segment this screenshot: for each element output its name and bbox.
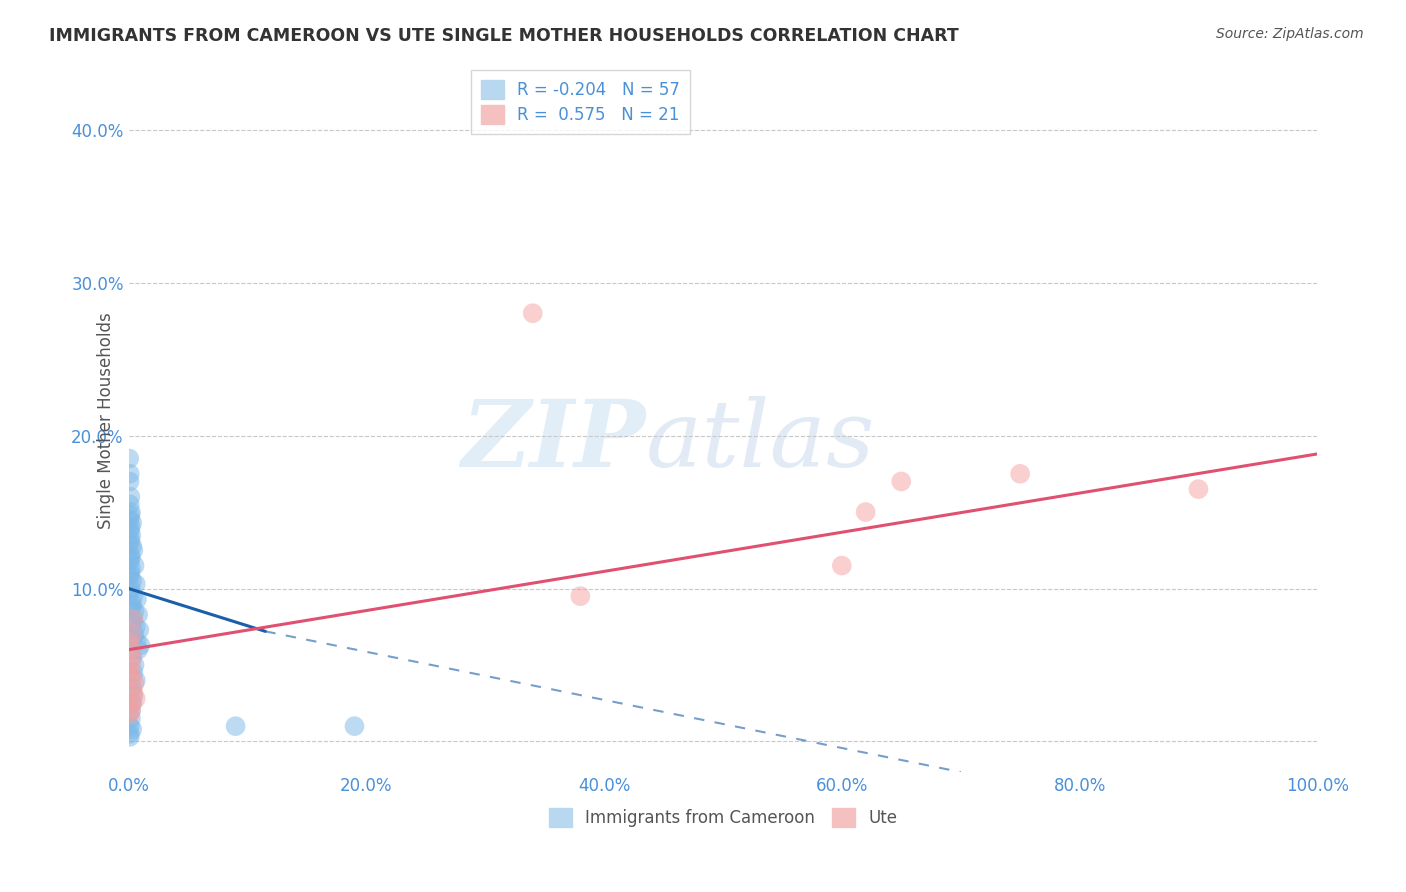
Point: [120, 490, 142, 504]
Point: [122, 689, 145, 703]
Point: [124, 604, 146, 618]
Point: [118, 730, 141, 744]
Point: [125, 673, 148, 688]
Point: [121, 696, 143, 710]
Point: [125, 592, 148, 607]
Text: IMMIGRANTS FROM CAMEROON VS UTE SINGLE MOTHER HOUSEHOLDS CORRELATION CHART: IMMIGRANTS FROM CAMEROON VS UTE SINGLE M…: [49, 27, 959, 45]
Text: atlas: atlas: [645, 396, 875, 486]
Point: [122, 589, 145, 603]
Point: [522, 306, 544, 320]
Point: [120, 704, 142, 718]
Point: [121, 516, 143, 530]
Point: [118, 719, 141, 733]
Point: [122, 685, 145, 699]
Point: [1187, 482, 1209, 496]
Point: [122, 612, 145, 626]
Point: [129, 638, 152, 652]
Point: [120, 561, 142, 575]
Point: [127, 642, 149, 657]
Point: [120, 505, 142, 519]
Point: [122, 665, 145, 680]
Point: [1010, 467, 1032, 481]
Point: [855, 505, 877, 519]
Point: [124, 627, 146, 641]
Point: [118, 535, 141, 549]
Point: [121, 650, 143, 665]
Point: [122, 612, 145, 626]
Point: [121, 723, 143, 737]
Point: [120, 520, 142, 534]
Point: [569, 589, 592, 603]
Point: [122, 631, 145, 645]
Point: [121, 574, 143, 588]
Y-axis label: Single Mother Households: Single Mother Households: [97, 312, 115, 529]
Point: [124, 658, 146, 673]
Point: [121, 696, 143, 710]
Point: [118, 665, 141, 680]
Point: [120, 584, 142, 599]
Point: [120, 548, 142, 562]
Point: [121, 650, 143, 665]
Text: ZIP: ZIP: [461, 396, 645, 486]
Point: [120, 550, 142, 565]
Point: [121, 597, 143, 611]
Point: [118, 475, 141, 489]
Legend: Immigrants from Cameroon, Ute: Immigrants from Cameroon, Ute: [541, 802, 904, 834]
Point: [120, 528, 142, 542]
Point: [118, 451, 141, 466]
Point: [125, 577, 148, 591]
Point: [128, 623, 150, 637]
Point: [120, 658, 142, 673]
Point: [118, 635, 141, 649]
Point: [118, 524, 141, 538]
Point: [831, 558, 853, 573]
Point: [343, 719, 366, 733]
Point: [121, 627, 143, 641]
Point: [121, 599, 143, 614]
Point: [127, 607, 149, 622]
Point: [120, 566, 142, 581]
Point: [125, 691, 148, 706]
Point: [118, 569, 141, 583]
Point: [120, 508, 142, 522]
Point: [120, 533, 142, 547]
Point: [118, 554, 141, 568]
Point: [121, 615, 143, 629]
Point: [118, 467, 141, 481]
Point: [125, 635, 148, 649]
Point: [125, 620, 148, 634]
Point: [121, 670, 143, 684]
Point: [120, 582, 142, 596]
Point: [225, 719, 247, 733]
Point: [122, 543, 145, 558]
Point: [124, 676, 146, 690]
Point: [121, 681, 143, 695]
Point: [120, 704, 142, 718]
Point: [890, 475, 912, 489]
Point: [118, 727, 141, 741]
Point: [120, 642, 142, 657]
Point: [121, 539, 143, 553]
Text: Source: ZipAtlas.com: Source: ZipAtlas.com: [1216, 27, 1364, 41]
Point: [118, 513, 141, 527]
Point: [120, 712, 142, 726]
Point: [124, 558, 146, 573]
Point: [118, 706, 141, 721]
Point: [118, 497, 141, 511]
